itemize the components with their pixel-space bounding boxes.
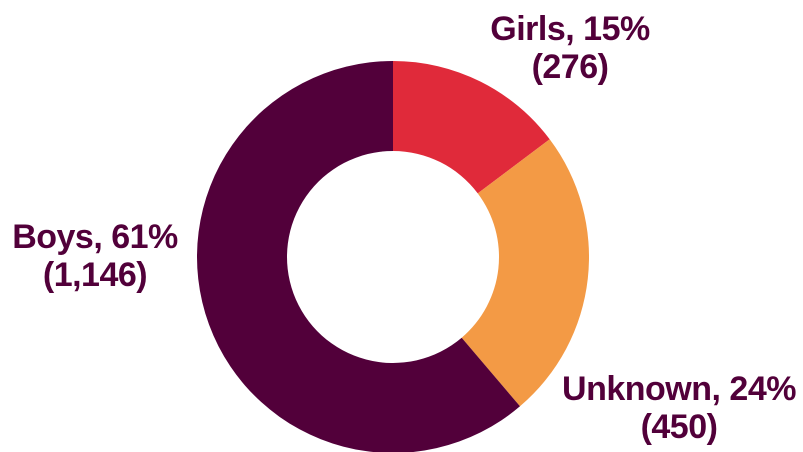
slice-girls (393, 61, 550, 194)
slice-unknown (461, 139, 589, 407)
slice-label-unknown-count: (450) (640, 408, 718, 446)
slice-label-unknown-title: Unknown, 24% (562, 370, 796, 408)
slice-label-girls-title: Girls, 15% (490, 10, 650, 48)
slice-label-girls-count: (276) (531, 48, 609, 86)
slice-label-boys-title: Boys, 61% (12, 218, 178, 256)
slice-label-unknown: Unknown, 24% (450) (560, 370, 798, 446)
slice-label-boys-count: (1,146) (42, 256, 148, 294)
slice-boys (197, 61, 520, 452)
slice-label-girls: Girls, 15% (276) (480, 10, 660, 86)
donut-slices (197, 61, 589, 452)
slice-label-boys: Boys, 61% (1,146) (5, 218, 185, 294)
